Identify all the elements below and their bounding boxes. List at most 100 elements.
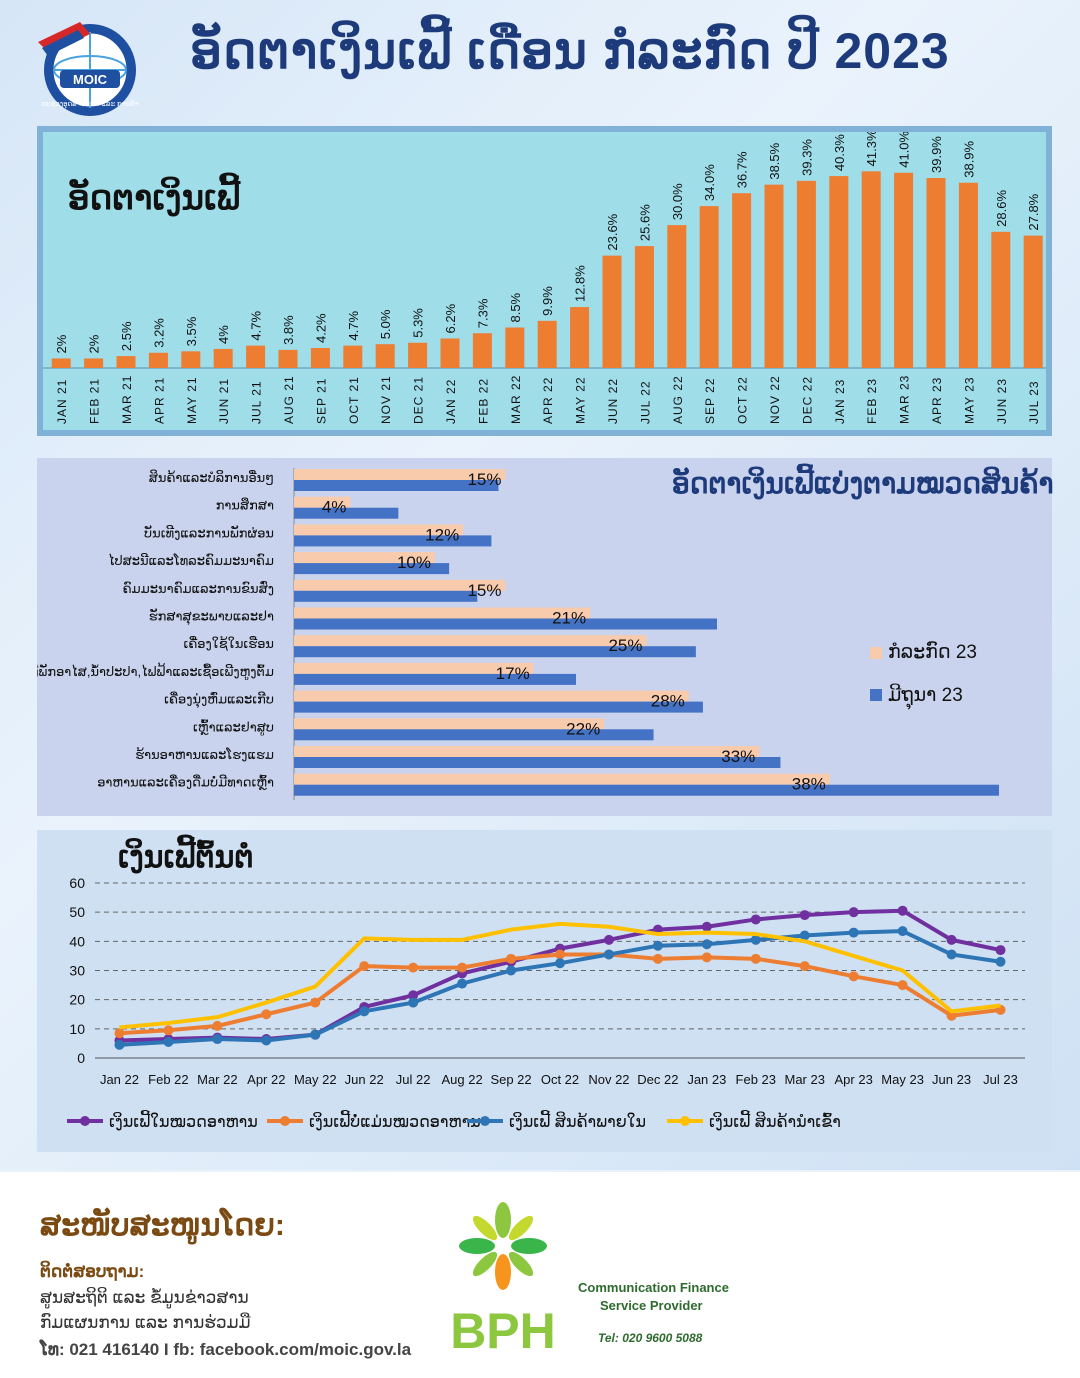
bar-jul23 <box>294 690 689 702</box>
series-point <box>555 949 565 960</box>
series-point <box>799 961 810 972</box>
x-tick-label: DEC 21 <box>412 376 426 424</box>
x-tick-label: FEB 21 <box>88 378 102 424</box>
bar-jun23 <box>294 673 576 685</box>
bar-value-label: 39.3% <box>799 139 814 176</box>
x-tick-label: SEP 21 <box>314 378 328 424</box>
series-point <box>799 930 810 941</box>
bar-value-label: 4% <box>216 325 231 344</box>
series-point <box>946 949 957 960</box>
bar-jun23 <box>294 590 478 602</box>
series-point <box>995 956 1006 967</box>
moic-logo: MOIC ກະຊວງອຸດສາຫະກຳ ແລະ ການຄ້າ <box>38 22 139 116</box>
x-tick-label: JUN 21 <box>217 378 231 424</box>
x-tick-label: Feb 22 <box>148 1072 188 1087</box>
bar-value-label: 4.7% <box>346 311 361 341</box>
y-tick-label: 10 <box>69 1021 85 1037</box>
series-point <box>310 997 321 1008</box>
bar-jul23 <box>294 469 506 480</box>
series-line <box>119 921 1001 1030</box>
category-chart-title: ອັດຕາເງິນເຟີ້ແບ່ງຕາມໝວດສິນຄ້າ <box>672 468 1054 499</box>
bar <box>84 358 104 368</box>
x-tick-label: NOV 21 <box>379 375 393 424</box>
bar-value-label: 21% <box>552 609 586 628</box>
bar <box>537 320 557 368</box>
category-label: ສິນຄ້າແລະບໍລິການອື່ນໆ <box>149 470 274 486</box>
bar-value-label: 3.5% <box>184 316 199 346</box>
x-tick-label: MAY 22 <box>574 376 588 424</box>
series-point <box>212 1034 223 1045</box>
bar-value-label: 28% <box>651 692 685 711</box>
x-tick-label: MAR 21 <box>120 375 134 424</box>
category-label: ຄົມມະນາຄົມແລະການຂົນສົ່ງ <box>123 581 274 596</box>
bar-value-label: 38.5% <box>767 142 782 179</box>
bar <box>148 352 168 368</box>
x-tick-label: Sep 22 <box>490 1072 531 1087</box>
bar-jul23 <box>294 746 760 757</box>
bar-jun23 <box>294 535 492 547</box>
x-tick-label: Mar 22 <box>197 1072 237 1087</box>
x-tick-label: AUG 22 <box>671 375 685 424</box>
y-tick-label: 0 <box>77 1050 85 1066</box>
bar-jun23 <box>294 784 999 796</box>
legend-marker <box>80 1116 90 1126</box>
series-point <box>848 907 859 918</box>
category-label: ເຄື່ອງນຸ່ງຫົ່ມແລະເກີບ <box>164 691 274 708</box>
bar <box>764 184 784 368</box>
series-point <box>946 1010 957 1021</box>
bar-value-label: 5.3% <box>411 308 426 338</box>
bar-value-label: 30.0% <box>670 183 685 220</box>
bar-jun23 <box>294 701 703 713</box>
contact-line-1: ສູນສະຖິຕິ ແລະ ຂໍ້ມູນຂ່າວສານ <box>40 1288 249 1307</box>
bar-value-label: 17% <box>496 664 530 683</box>
bar-value-label: 27.8% <box>1026 193 1041 230</box>
category-label: ຮັກສາສຸຂະພາບແລະຢາ <box>149 609 274 626</box>
series-point <box>946 934 957 945</box>
series-point <box>408 962 419 973</box>
bar-value-label: 34.0% <box>702 164 717 201</box>
logo-subtext: ກະຊວງອຸດສາຫະກຳ ແລະ ການຄ້າ <box>41 99 138 109</box>
bar <box>440 338 460 368</box>
series-point <box>506 953 517 964</box>
category-bar-panel: 15% ສິນຄ້າແລະບໍລິການອື່ນໆ 4% ການສຶກສາ 12% ບັນ… <box>30 458 1052 816</box>
x-tick-label: APR 23 <box>930 377 944 424</box>
x-tick-label: May 23 <box>881 1072 924 1087</box>
legend-marker <box>280 1116 290 1126</box>
x-tick-label: JAN 21 <box>55 379 69 424</box>
x-tick-label: Feb 23 <box>736 1072 776 1087</box>
x-tick-label: MAY 21 <box>185 376 199 424</box>
series-point <box>603 949 614 960</box>
x-tick-label: SEP 22 <box>703 378 717 424</box>
bar <box>667 225 687 368</box>
x-tick-label: Jan 22 <box>100 1072 139 1087</box>
x-tick-label: JUL 22 <box>638 380 652 424</box>
bar <box>408 342 428 368</box>
bar-value-label: 12% <box>425 525 459 544</box>
x-tick-label: Aug 22 <box>442 1072 483 1087</box>
x-tick-label: Apr 23 <box>835 1072 873 1087</box>
bar-jul23 <box>294 607 591 619</box>
bar-value-label: 41.3% <box>864 132 879 166</box>
page-title: ອັດຕາເງິນເຟີ້ ເດືອນ ກໍລະກົດ ປີ 2023 <box>190 23 950 79</box>
bar <box>1023 235 1043 368</box>
x-tick-label: JAN 23 <box>833 379 847 424</box>
bar-value-label: 7.3% <box>475 298 490 328</box>
bar-jul23 <box>294 552 435 564</box>
bar-value-label: 4.7% <box>249 311 264 341</box>
bar <box>602 255 622 368</box>
bar-value-label: 40.3% <box>832 134 847 171</box>
legend-label: ເງິນເຟີ້ໃນໝວດອາຫານ <box>109 1109 258 1131</box>
bar <box>991 231 1011 368</box>
bar <box>732 193 752 368</box>
y-tick-label: 50 <box>69 904 85 920</box>
bar-jun23 <box>294 618 717 630</box>
bar <box>505 327 525 368</box>
x-tick-label: APR 22 <box>541 377 555 424</box>
series-point <box>750 914 761 925</box>
x-tick-label: JUL 21 <box>250 380 264 424</box>
series-point <box>506 965 517 976</box>
x-tick-label: MAY 23 <box>962 376 976 424</box>
y-tick-label: 30 <box>69 963 85 979</box>
series-point <box>359 961 370 972</box>
core-inflation-line-chart: 0 10 20 30 40 50 60 Jan 22 Feb 22 Mar 22 Apr 22 May… <box>67 875 1025 1131</box>
